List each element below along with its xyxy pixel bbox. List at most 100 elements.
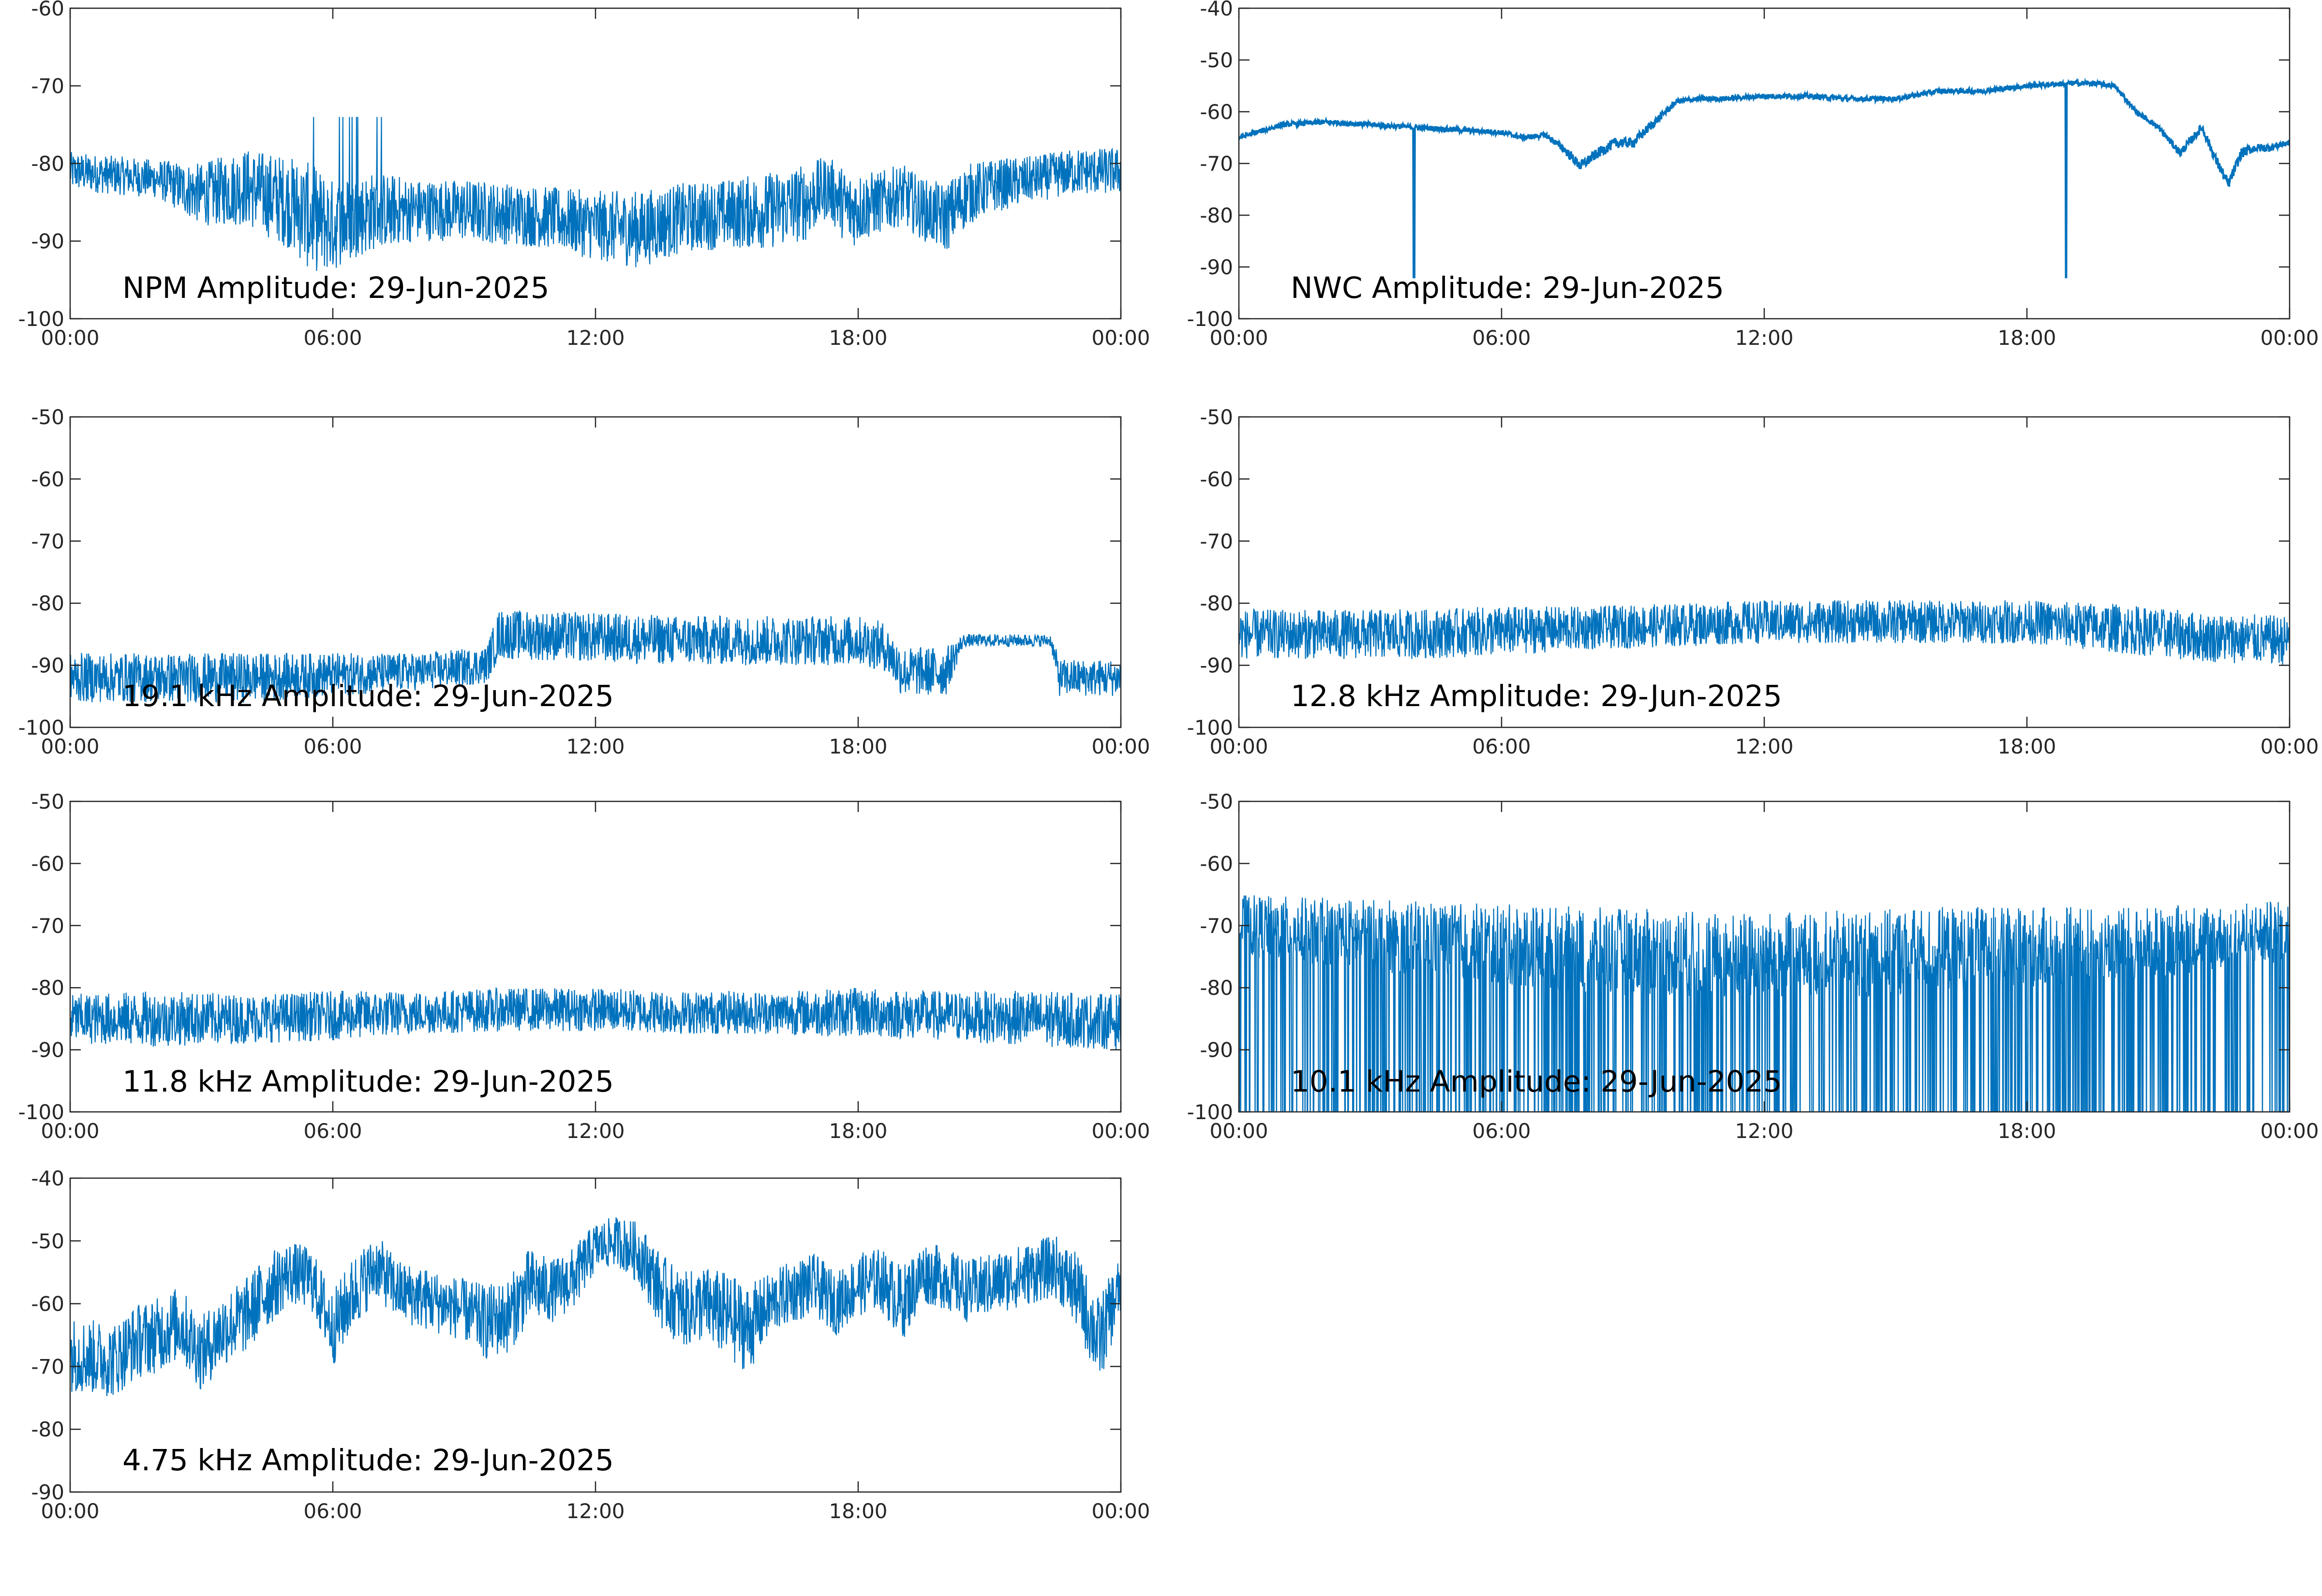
panel-title: 11.8 kHz Amplitude: 29-Jun-2025 <box>122 1064 614 1099</box>
panel-11-8khz: -100 -90 -80 -70 -60 -50 00:00 06:00 12:00 18:00 0… <box>18 790 1150 1143</box>
y-tick-label: -60 <box>31 1292 64 1316</box>
x-tick-label: 18:00 <box>1997 1119 2056 1143</box>
y-tick-label: -70 <box>1200 530 1233 553</box>
y-tick-label: -100 <box>18 716 64 739</box>
y-tick-label: -90 <box>31 230 64 253</box>
x-tick-label: 12:00 <box>566 735 625 758</box>
y-tick-label: -80 <box>1200 976 1233 1000</box>
y-tick-label: -50 <box>1200 790 1233 813</box>
x-tick-label: 06:00 <box>1472 326 1531 350</box>
y-tick-label: -100 <box>18 307 64 331</box>
y-tick-label: -70 <box>1200 914 1233 938</box>
panel-12-8khz: -100 -90 -80 -70 -60 -50 00:00 06:00 12:00 18:00 0… <box>1187 405 2319 758</box>
x-tick-label: 00:00 <box>1091 1499 1150 1523</box>
y-tick-label: -90 <box>1200 654 1233 678</box>
y-tick-label: -70 <box>31 1355 64 1378</box>
x-tick-label: 06:00 <box>303 1499 362 1523</box>
x-tick-label: 12:00 <box>1735 735 1793 758</box>
y-tick-label: -100 <box>1187 307 1233 331</box>
x-tick-label: 00:00 <box>1091 735 1150 758</box>
y-tick-label: -100 <box>18 1100 64 1124</box>
x-tick-label: 12:00 <box>566 1499 625 1523</box>
panel-title: 4.75 kHz Amplitude: 29-Jun-2025 <box>122 1443 614 1478</box>
x-tick-label: 00:00 <box>2260 1119 2319 1143</box>
y-tick-label: -70 <box>1200 152 1233 176</box>
panel-title: 19.1 kHz Amplitude: 29-Jun-2025 <box>122 679 614 713</box>
panel-nwc: -100 -90 -80 -70 -60 -50 -40 00:00 06:00 12:00 18:… <box>1187 0 2319 350</box>
y-tick-label: -100 <box>1187 1100 1233 1124</box>
y-tick-label: -80 <box>31 1418 64 1441</box>
x-tick-label: 18:00 <box>829 735 887 758</box>
x-tick-label: 12:00 <box>566 1119 625 1143</box>
x-tick-label: 00:00 <box>41 1119 99 1143</box>
panel-title: 12.8 kHz Amplitude: 29-Jun-2025 <box>1291 679 1782 713</box>
series-line <box>1239 77 2290 279</box>
x-tick-label: 06:00 <box>303 326 362 350</box>
series-line <box>70 1217 1121 1396</box>
y-tick-label: -80 <box>31 152 64 176</box>
y-tick-label: -90 <box>31 1038 64 1062</box>
x-tick-label: 00:00 <box>1091 1119 1150 1143</box>
x-tick-label: 18:00 <box>1997 326 2056 350</box>
series-line <box>1239 895 2290 1112</box>
panel-title: NWC Amplitude: 29-Jun-2025 <box>1291 271 1724 305</box>
y-tick-label: -60 <box>1200 467 1233 491</box>
x-tick-label: 00:00 <box>1209 735 1268 758</box>
panel-title: 10.1 kHz Amplitude: 29-Jun-2025 <box>1291 1064 1782 1099</box>
x-tick-label: 00:00 <box>1209 326 1268 350</box>
x-tick-label: 00:00 <box>2260 735 2319 758</box>
x-tick-label: 18:00 <box>829 326 887 350</box>
x-tick-label: 00:00 <box>1091 326 1150 350</box>
panel-npm: -100 -90 -80 -70 -60 00:00 06:00 12:00 18:00 00:0… <box>18 0 1150 350</box>
y-tick-label: -60 <box>1200 852 1233 875</box>
y-tick-label: -90 <box>1200 1038 1233 1062</box>
y-tick-label: -70 <box>31 530 64 553</box>
x-tick-label: 00:00 <box>1209 1119 1268 1143</box>
panel-title: NPM Amplitude: 29-Jun-2025 <box>122 271 550 305</box>
y-tick-label: -80 <box>1200 204 1233 227</box>
y-tick-label: -100 <box>1187 716 1233 739</box>
y-tick-label: -70 <box>31 914 64 938</box>
series-line <box>70 610 1121 703</box>
x-tick-label: 18:00 <box>1997 735 2056 758</box>
x-tick-label: 00:00 <box>2260 326 2319 350</box>
x-tick-label: 18:00 <box>829 1499 887 1523</box>
y-tick-label: -80 <box>31 976 64 1000</box>
y-tick-label: -60 <box>31 467 64 491</box>
y-tick-label: -80 <box>31 591 64 615</box>
y-tick-label: -60 <box>1200 100 1233 124</box>
x-tick-label: 00:00 <box>41 735 99 758</box>
y-tick-label: -40 <box>31 1167 64 1190</box>
x-tick-label: 06:00 <box>1472 1119 1531 1143</box>
y-tick-label: -40 <box>1200 0 1233 20</box>
y-tick-label: -50 <box>31 790 64 813</box>
x-tick-label: 06:00 <box>1472 735 1531 758</box>
series-line <box>70 117 1121 271</box>
x-tick-label: 00:00 <box>41 1499 99 1523</box>
x-tick-label: 06:00 <box>303 735 362 758</box>
y-tick-label: -50 <box>1200 405 1233 429</box>
x-tick-label: 00:00 <box>41 326 99 350</box>
series-line <box>1239 600 2290 665</box>
x-tick-label: 12:00 <box>1735 1119 1793 1143</box>
x-tick-label: 12:00 <box>1735 326 1793 350</box>
y-tick-label: -50 <box>31 405 64 429</box>
y-tick-label: -70 <box>31 74 64 98</box>
y-tick-label: -90 <box>31 1480 64 1504</box>
x-tick-label: 18:00 <box>829 1119 887 1143</box>
x-tick-label: 06:00 <box>303 1119 362 1143</box>
y-tick-label: -60 <box>31 0 64 20</box>
y-tick-label: -50 <box>31 1229 64 1253</box>
panel-19-1khz: -100 -90 -80 -70 -60 -50 00:00 06:00 12:00 18:00 0… <box>18 405 1150 758</box>
y-tick-label: -50 <box>1200 48 1233 72</box>
y-tick-label: -90 <box>1200 255 1233 279</box>
y-tick-label: -60 <box>31 852 64 875</box>
series-line <box>70 987 1121 1050</box>
x-tick-label: 12:00 <box>566 326 625 350</box>
y-tick-label: -90 <box>31 654 64 678</box>
panel-10-1khz: -100 -90 -80 -70 -60 -50 00:00 06:00 12:00 18:00 0… <box>1187 790 2319 1143</box>
y-tick-label: -80 <box>1200 591 1233 615</box>
panel-4-75khz: -90 -80 -70 -60 -50 -40 00:00 06:00 12:00 18:00 00… <box>31 1167 1150 1523</box>
